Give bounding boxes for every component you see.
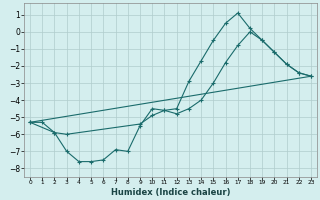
X-axis label: Humidex (Indice chaleur): Humidex (Indice chaleur) — [111, 188, 230, 197]
